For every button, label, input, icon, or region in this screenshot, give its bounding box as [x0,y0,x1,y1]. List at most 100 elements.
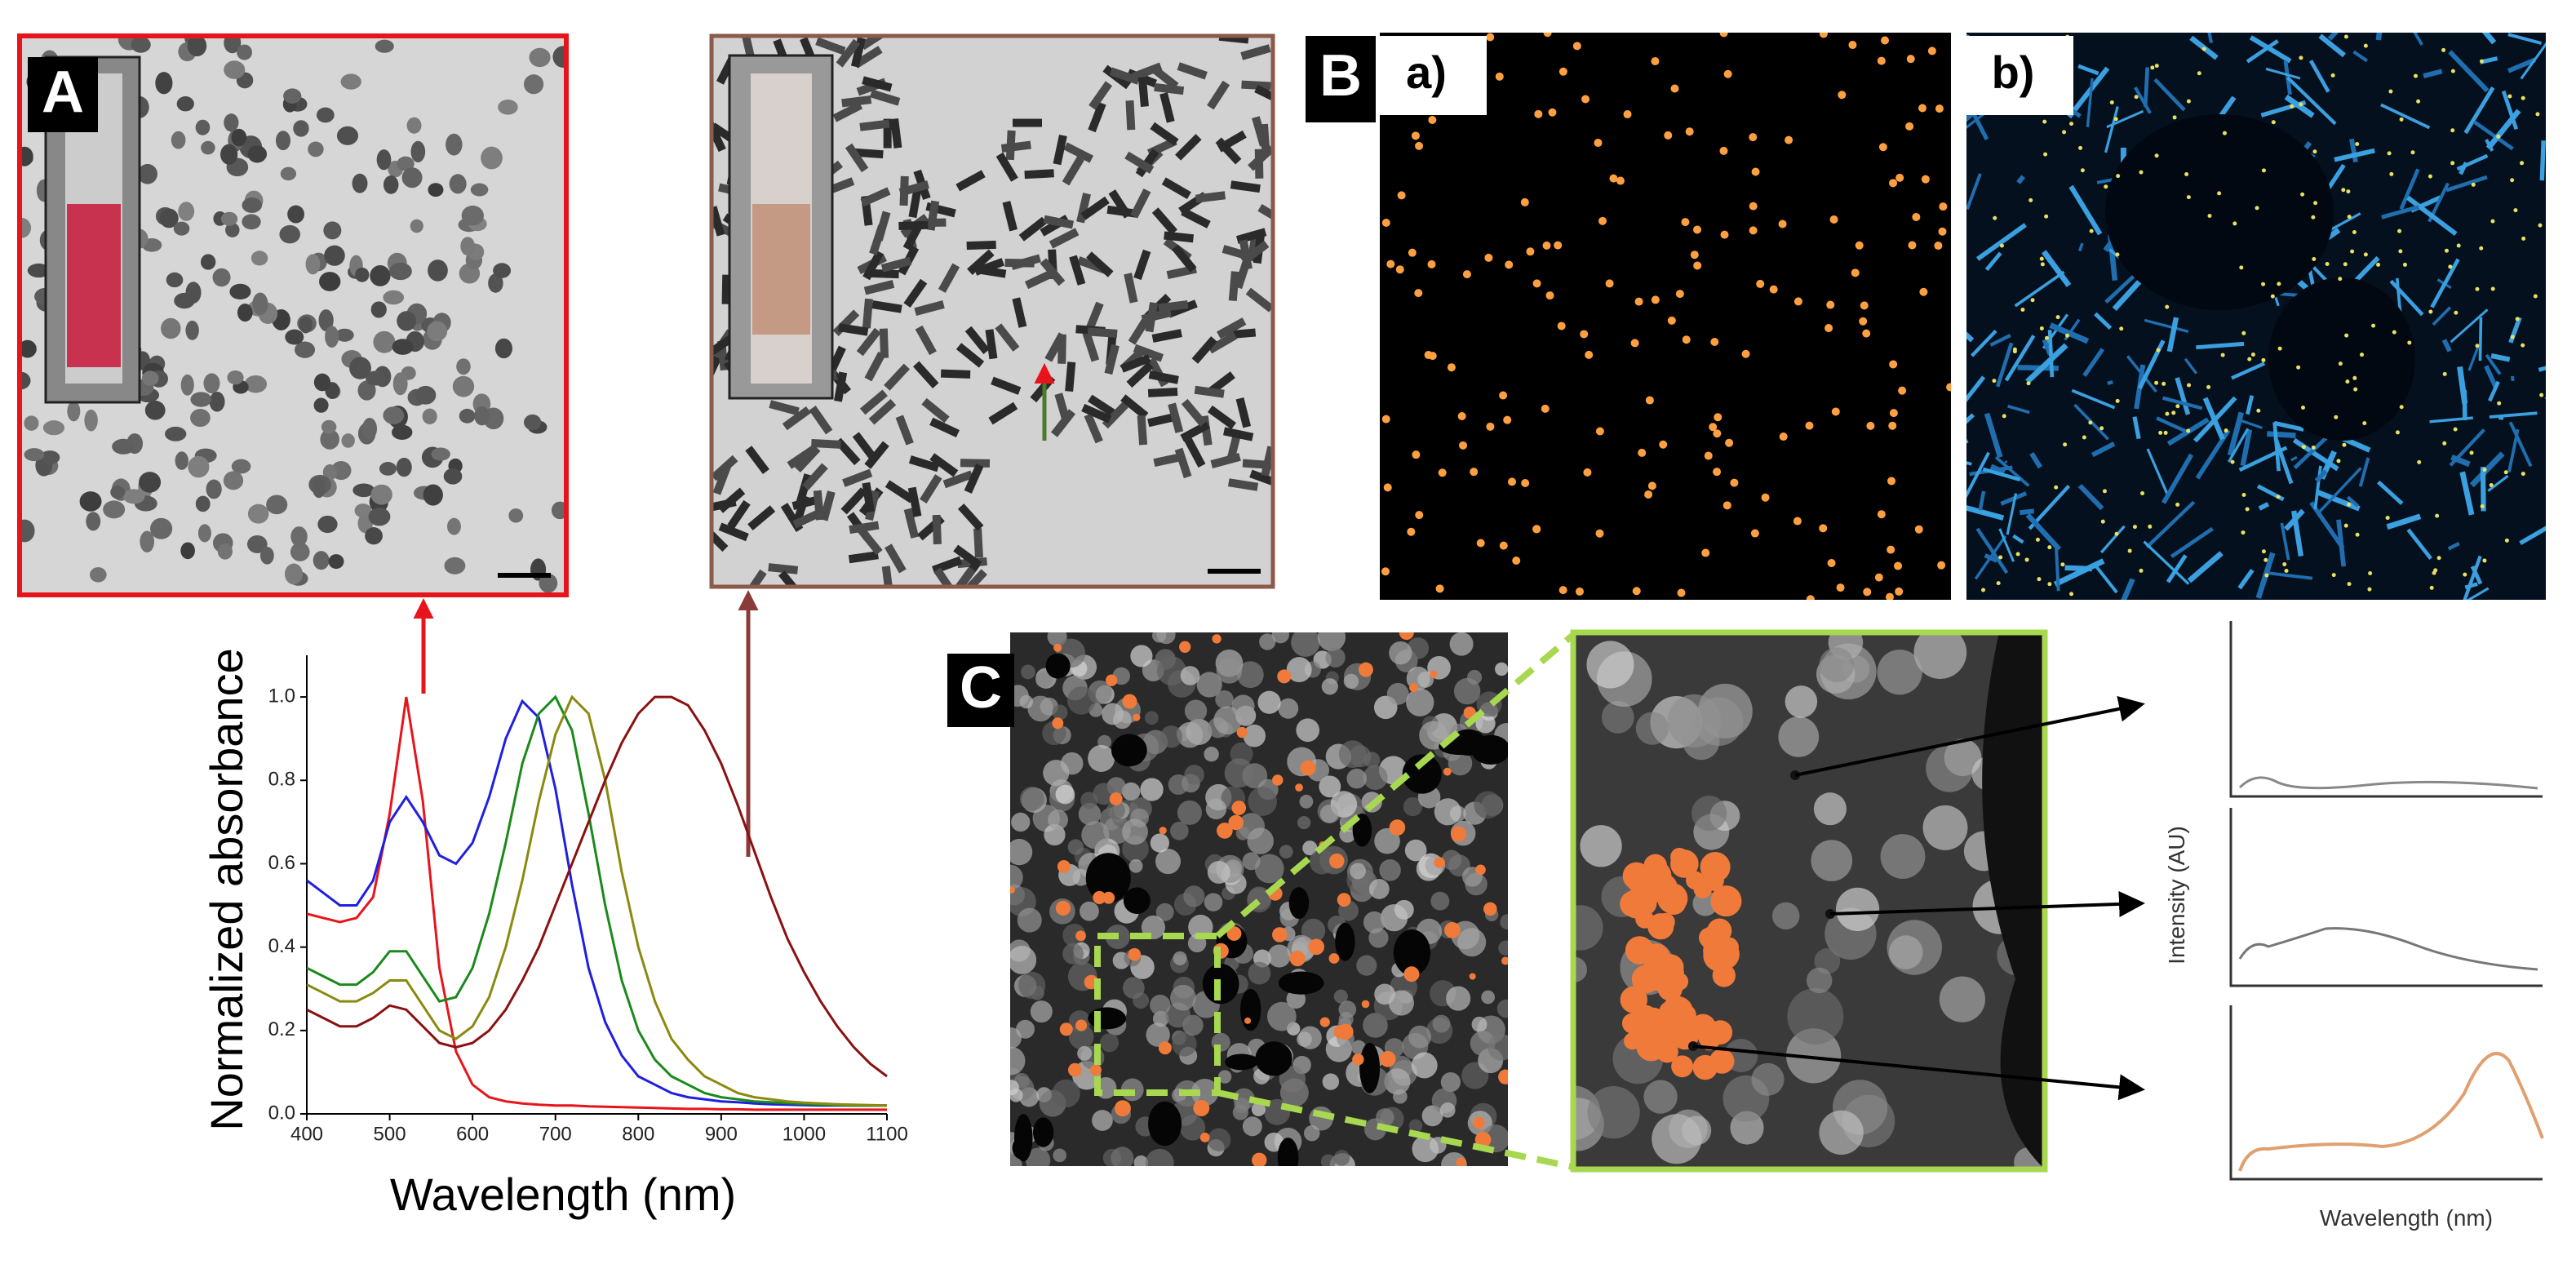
fiber [2316,489,2361,512]
hole [1278,971,1324,995]
fiber [1966,173,1982,211]
particle [1693,261,1702,270]
fiber [1978,490,1986,511]
cell [1133,1155,1149,1166]
fiber [2184,357,2197,375]
particle [242,214,261,230]
particle [357,380,376,401]
nanorod [1004,259,1035,268]
particle [1927,47,1936,55]
particle [523,74,544,95]
particle [2261,282,2266,286]
fiber [2265,67,2301,80]
particle [1713,429,1722,438]
particle [1693,225,1702,234]
particle [2148,524,2153,529]
fiber [1998,528,2015,562]
particle [1848,41,1857,50]
particle [1894,561,1903,570]
particle [2490,219,2495,224]
particle [2035,537,2040,542]
nanorod [961,569,987,587]
particle [1424,350,1433,359]
fiber [2349,138,2358,163]
nanorod [926,200,940,231]
nanorod [850,37,866,68]
cell [1010,685,1029,707]
particle [1595,529,1604,538]
fiber [2004,335,2036,382]
cell [1471,1016,1488,1032]
fiber [2107,380,2113,385]
spectrum-axes [2229,1005,2543,1181]
particle [2413,73,2418,78]
x-tick-label: 800 [622,1123,654,1145]
hole [1123,887,1151,914]
particle [2039,256,2044,261]
fiber [2240,428,2253,467]
cell [1155,903,1174,921]
cell [1156,656,1186,686]
particle [252,292,268,316]
particle [1053,643,1062,652]
cell [1060,752,1084,775]
particle [1681,218,1690,227]
particle [1521,478,1530,487]
particle [1805,421,1814,430]
particle [2338,361,2343,366]
nanorod [1104,344,1120,375]
particle [341,433,355,448]
nanorod [1024,169,1054,180]
cell [1389,641,1412,665]
nanorod [1194,385,1225,398]
particle [366,370,385,386]
nanorod [914,300,945,317]
particle [1295,783,1303,792]
particle [1874,573,1883,582]
particle [2331,573,2336,578]
fiber [2488,380,2500,402]
particle [1543,33,1552,38]
particle [1333,1025,1347,1039]
particle [2376,262,2381,267]
hole [1088,1007,1126,1030]
arrow [1794,695,2145,777]
nanorod [1080,196,1110,220]
hole [1288,887,1310,920]
cell [1474,791,1502,819]
particle [2263,557,2268,562]
particle [175,451,188,470]
particle [2109,100,2114,104]
particle [2368,570,2373,575]
nanorod [859,119,890,131]
nanorod [1168,402,1184,433]
particle [2469,450,2474,455]
particle [217,543,233,560]
particle [2256,408,2261,413]
particle [2116,174,2121,179]
particle [2241,493,2246,498]
nanorod [966,240,996,251]
particle [188,455,210,478]
fiber [2258,502,2270,511]
particle [165,426,187,441]
spectrum-line [306,694,887,1107]
hole [1982,632,2045,1169]
nanorod [1254,149,1264,179]
cell [1441,849,1462,871]
particle [2114,531,2119,536]
nanorod [895,415,914,446]
nanorod [842,468,873,487]
fiber [2313,465,2322,510]
particle [1212,634,1221,644]
cell [1204,893,1223,912]
cell [1156,632,1176,645]
particle [1010,886,1015,894]
particle [1438,468,1447,477]
nanorod [1148,370,1179,384]
particle [1682,335,1691,344]
fiber [2406,528,2432,561]
nanorod [1062,156,1084,186]
particle [2132,525,2137,530]
